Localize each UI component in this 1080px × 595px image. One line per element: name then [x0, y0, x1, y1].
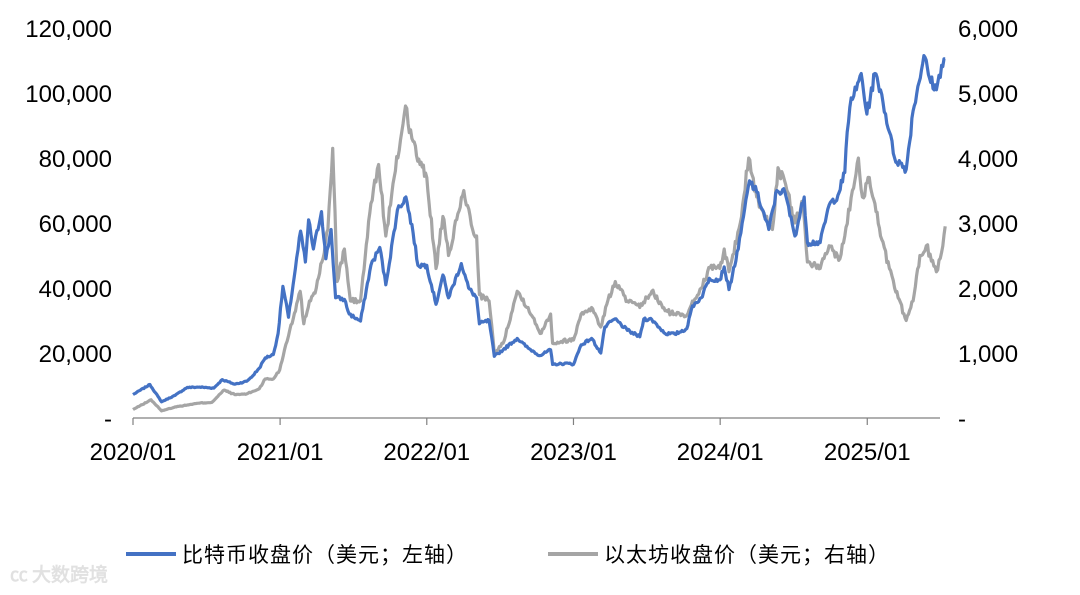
left-y-tick-label: 120,000 — [25, 16, 112, 43]
x-tick-label: 2023/01 — [530, 439, 617, 466]
legend-swatch-btc — [126, 552, 176, 556]
right-y-tick-label: 5,000 — [958, 81, 1018, 108]
right-y-tick-label: - — [958, 406, 966, 433]
legend-swatch-eth — [548, 552, 598, 556]
legend-label-btc: 比特币收盘价（美元；左轴） — [182, 543, 468, 567]
x-tick-label: 2024/01 — [677, 439, 764, 466]
series-line-eth — [132, 104, 947, 413]
left-y-tick-label: 60,000 — [39, 211, 112, 238]
legend-item-btc: 比特币收盘价（美元；左轴） — [126, 536, 468, 572]
legend: 比特币收盘价（美元；左轴） 以太坊收盘价（美元；右轴） — [0, 536, 1080, 572]
plot-area — [132, 54, 947, 413]
watermark: ㏄ 大数跨境 — [10, 560, 108, 587]
right-y-tick-label: 1,000 — [958, 341, 1018, 368]
x-tick-label: 2025/01 — [824, 439, 911, 466]
right-y-tick-label: 6,000 — [958, 16, 1018, 43]
legend-item-eth: 以太坊收盘价（美元；右轴） — [548, 536, 890, 572]
left-y-axis: - 20,000 40,000 60,000 80,000 100,000 120,000 — [25, 16, 112, 433]
right-y-tick-label: 2,000 — [958, 276, 1018, 303]
watermark-logo-icon: ㏄ — [10, 564, 28, 586]
left-y-tick-label: 80,000 — [39, 146, 112, 173]
left-y-tick-label: - — [104, 406, 112, 433]
x-tick-label: 2022/01 — [383, 439, 470, 466]
watermark-text: 大数跨境 — [32, 564, 109, 586]
x-tick-label: 2020/01 — [90, 439, 177, 466]
right-y-tick-label: 4,000 — [958, 146, 1018, 173]
x-axis: 2020/01 2021/01 2022/01 2023/01 2024/01 2025/… — [90, 417, 940, 466]
right-y-tick-label: 3,000 — [958, 211, 1018, 238]
series-line-btc — [132, 54, 946, 404]
x-tick-label: 2021/01 — [237, 439, 324, 466]
left-y-tick-label: 100,000 — [25, 81, 112, 108]
left-y-tick-label: 40,000 — [39, 276, 112, 303]
dual-axis-line-chart: 2020/01 2021/01 2022/01 2023/01 2024/01 2025/… — [25, 16, 1018, 466]
left-y-tick-label: 20,000 — [39, 341, 112, 368]
right-y-axis: - 1,000 2,000 3,000 4,000 5,000 6,000 — [958, 16, 1018, 433]
legend-label-eth: 以太坊收盘价（美元；右轴） — [604, 543, 890, 567]
